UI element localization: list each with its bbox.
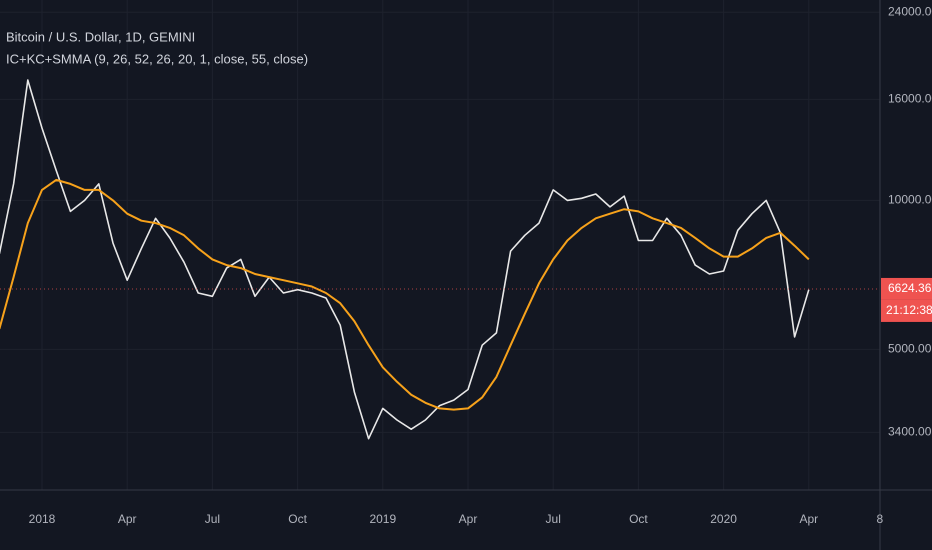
countdown-box [881,299,932,322]
x-tick-label: Oct [288,512,307,526]
x-tick-label: Apr [799,512,818,526]
last-price-box [881,277,932,300]
x-tick-label: Oct [629,512,648,526]
x-tick-label: Jul [205,512,220,526]
plot-area [0,0,881,490]
x-tick-label: 2018 [29,512,56,526]
chart-title: Bitcoin / U.S. Dollar, 1D, GEMINI [6,29,195,44]
x-tick-label: Apr [459,512,478,526]
series-line [0,79,810,440]
y-tick-label: 5000.00 [888,342,932,356]
y-tick-label: 16000.00 [888,92,932,106]
x-tick-label: 2020 [710,512,737,526]
x-tick-label: Jul [546,512,561,526]
series-line [0,178,810,411]
last-price-label: 6624.36 [888,281,932,295]
y-tick-label: 24000.00 [888,4,932,18]
y-tick-label: 10000.00 [888,193,932,207]
countdown-label: 21:12:38 [886,303,932,317]
y-tick-label: 3400.00 [888,424,932,438]
x-tick-label: 8 [876,512,883,526]
x-tick-label: 2019 [369,512,396,526]
indicator-label: IC+KC+SMMA (9, 26, 52, 26, 20, 1, close,… [6,51,308,66]
x-tick-label: Apr [118,512,137,526]
